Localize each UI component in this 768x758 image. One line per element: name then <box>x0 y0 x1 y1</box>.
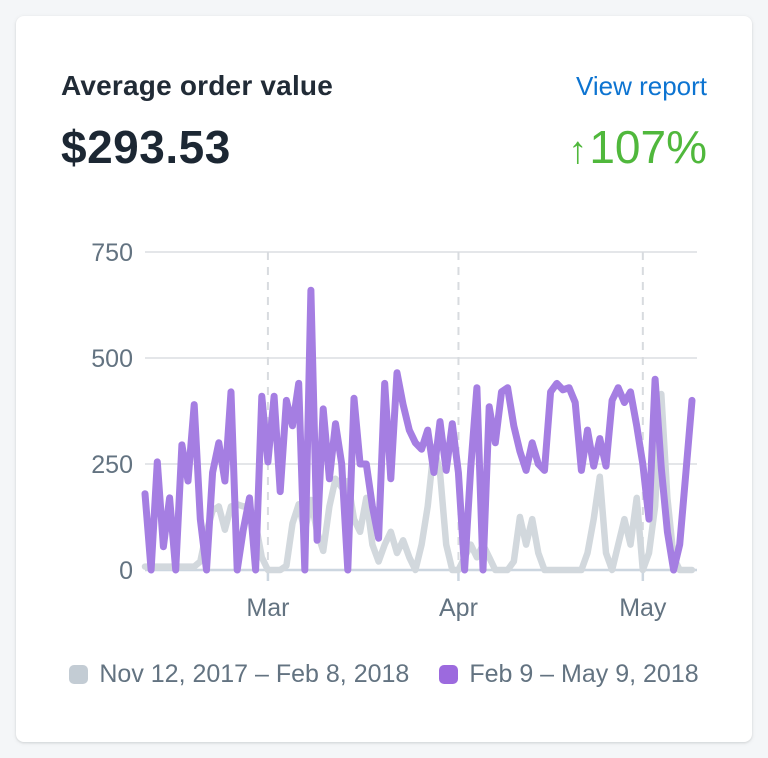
x-axis-tick-label: Mar <box>246 594 289 622</box>
current-period-label: Feb 9 – May 9, 2018 <box>469 660 699 688</box>
current-period-swatch <box>439 665 459 684</box>
current-period-line <box>141 286 696 574</box>
previous-period-label: Nov 12, 2017 – Feb 8, 2018 <box>99 660 410 688</box>
card-header: Average order value View report $293.53 … <box>16 16 752 174</box>
y-axis-tick-label: 500 <box>91 345 133 373</box>
page-title: Average order value <box>61 70 334 101</box>
previous-period-line <box>141 390 696 574</box>
previous-period-swatch <box>69 665 89 684</box>
view-report-link[interactable]: View report <box>575 71 707 101</box>
y-axis-tick-label: 0 <box>119 557 133 585</box>
metric-value: $293.53 <box>61 121 231 173</box>
y-axis-tick-label: 750 <box>91 239 133 267</box>
delta-percent: 107% <box>589 121 707 173</box>
arrow-up-icon: ↑ <box>568 130 588 172</box>
chart-legend: Nov 12, 2017 – Feb 8, 2018 Feb 9 – May 9… <box>16 660 752 689</box>
legend-item-previous-period: Nov 12, 2017 – Feb 8, 2018 <box>69 660 409 689</box>
delta-badge: ↑ 107% <box>568 120 707 174</box>
metric-card: 0 250 500 750 Mar Apr May Average order value … <box>16 16 752 742</box>
x-axis-tick-label: Apr <box>439 594 478 622</box>
x-axis-tick-label: May <box>619 594 667 622</box>
legend-item-current-period: Feb 9 – May 9, 2018 <box>439 660 699 689</box>
y-axis-tick-label: 250 <box>91 451 133 479</box>
